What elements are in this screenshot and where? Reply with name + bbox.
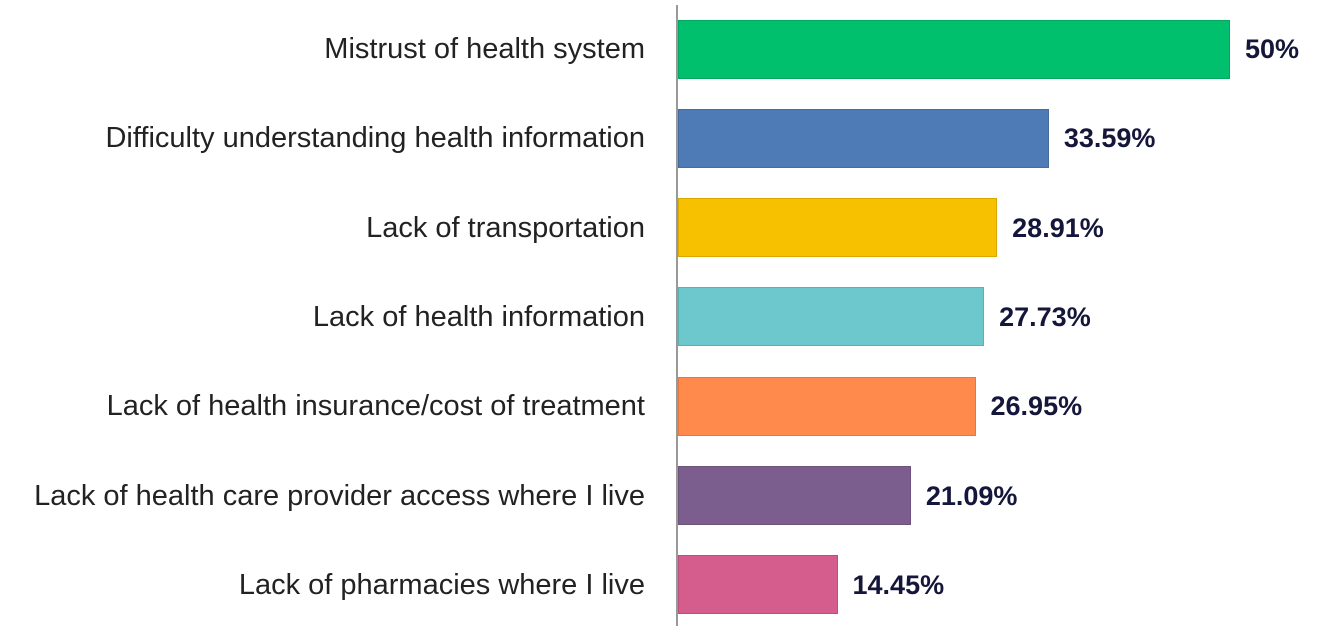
value-label: 50% [1245, 34, 1300, 64]
category-text: Lack of health information [312, 300, 645, 333]
value-label: 21.09% [925, 480, 1018, 511]
category-text: Lack of health insurance/cost of treatme… [106, 390, 645, 423]
category-text: Mistrust of health system [324, 33, 645, 65]
bar [678, 108, 1049, 168]
category-text: Lack of health care provider access wher… [34, 479, 645, 512]
bar [678, 198, 998, 258]
category-label: Difficulty understanding health informat… [0, 98, 645, 178]
bar [678, 376, 976, 436]
category-label: Lack of health information [0, 277, 645, 357]
category-text: Lack of pharmacies where I live [238, 568, 645, 601]
value-label: 14.45% [852, 569, 945, 600]
bar [678, 287, 985, 347]
bar [678, 555, 838, 615]
value-label: 26.95% [990, 391, 1083, 422]
category-text: Difficulty understanding health informat… [105, 122, 645, 155]
category-label: Lack of transportation [0, 188, 645, 268]
bar [678, 466, 911, 525]
category-label: Mistrust of health system [0, 9, 645, 89]
category-label: Lack of health insurance/cost of treatme… [0, 366, 645, 446]
value-label: 27.73% [999, 301, 1091, 332]
category-label: Lack of pharmacies where I live [0, 545, 645, 625]
axis-line [676, 5, 678, 626]
value-label: 28.91% [1012, 212, 1104, 243]
value-label: 33.59% [1063, 123, 1156, 154]
bar [678, 19, 1230, 79]
category-text: Lack of transportation [366, 211, 645, 244]
category-label: Lack of health care provider access wher… [0, 456, 645, 536]
